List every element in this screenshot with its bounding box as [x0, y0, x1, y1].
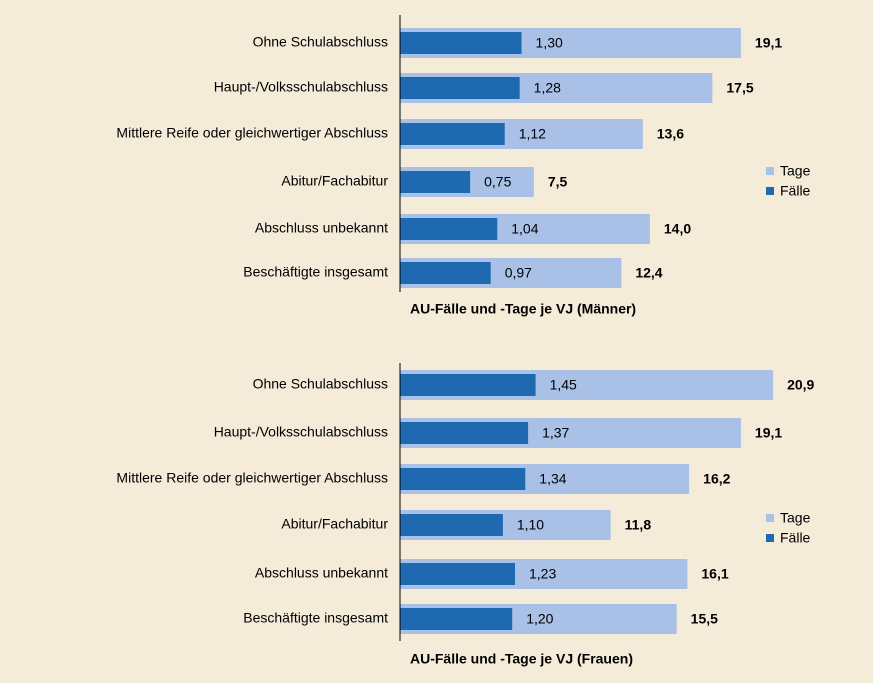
value-label: 16,1	[701, 566, 728, 582]
value-label: 0,97	[505, 265, 532, 281]
value-label: 1,12	[519, 126, 546, 142]
value-label: 19,1	[755, 425, 782, 441]
bar	[400, 123, 505, 145]
value-label: 19,1	[755, 35, 782, 51]
category-label: Mittlere Reife oder gleichwertiger Absch…	[116, 125, 388, 141]
value-label: 1,30	[536, 35, 563, 51]
bar	[400, 171, 471, 193]
value-label: 15,5	[691, 611, 718, 627]
legend-swatch	[766, 514, 774, 522]
legend-label: Fälle	[780, 530, 811, 546]
category-label: Abitur/Fachabitur	[281, 173, 388, 189]
bar	[400, 32, 522, 54]
value-label: 13,6	[657, 126, 684, 142]
value-label: 11,8	[625, 517, 652, 533]
bar	[400, 468, 526, 490]
value-label: 1,20	[526, 611, 553, 627]
category-label: Abitur/Fachabitur	[281, 516, 388, 532]
legend-label: Tage	[780, 510, 811, 526]
value-label: 1,04	[511, 221, 538, 237]
bar	[400, 77, 520, 99]
value-label: 1,28	[534, 80, 561, 96]
value-label: 1,10	[517, 517, 544, 533]
bar	[400, 218, 498, 240]
legend-swatch	[766, 187, 774, 195]
value-label: 17,5	[726, 80, 753, 96]
value-label: 16,2	[703, 471, 730, 487]
value-label: 12,4	[635, 265, 662, 281]
chart-title: AU-Fälle und -Tage je VJ (Männer)	[410, 301, 636, 317]
legend-swatch	[766, 167, 774, 175]
value-label: 7,5	[548, 174, 568, 190]
value-label: 20,9	[787, 377, 814, 393]
category-label: Ohne Schulabschluss	[253, 34, 388, 50]
legend-label: Tage	[780, 163, 811, 179]
category-label: Ohne Schulabschluss	[253, 376, 388, 392]
category-label: Abschluss unbekannt	[255, 565, 388, 581]
category-label: Haupt-/Volksschulabschluss	[214, 79, 388, 95]
category-label: Haupt-/Volksschulabschluss	[214, 424, 388, 440]
bar	[400, 514, 503, 536]
category-label: Beschäftigte insgesamt	[243, 264, 388, 280]
legend-label: Fälle	[780, 183, 811, 199]
category-label: Mittlere Reife oder gleichwertiger Absch…	[116, 470, 388, 486]
bar	[400, 422, 529, 444]
category-label: Beschäftigte insgesamt	[243, 610, 388, 626]
value-label: 1,34	[539, 471, 566, 487]
bar	[400, 262, 491, 284]
legend-swatch	[766, 534, 774, 542]
bar	[400, 608, 513, 630]
bar	[400, 374, 536, 396]
bar	[400, 563, 516, 585]
chart-title: AU-Fälle und -Tage je VJ (Frauen)	[410, 651, 633, 667]
value-label: 0,75	[484, 174, 511, 190]
category-label: Abschluss unbekannt	[255, 220, 388, 236]
value-label: 1,37	[542, 425, 569, 441]
value-label: 1,45	[550, 377, 577, 393]
value-label: 1,23	[529, 566, 556, 582]
value-label: 14,0	[664, 221, 691, 237]
